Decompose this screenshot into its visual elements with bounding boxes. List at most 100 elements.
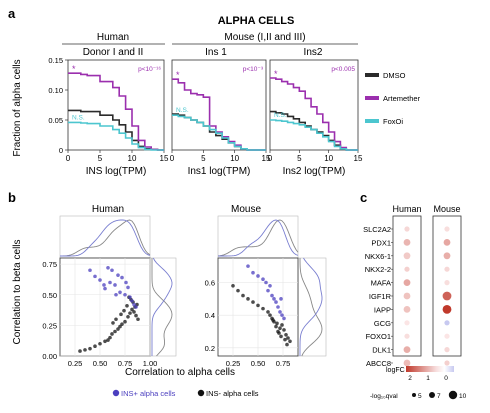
x-tick-label: 1.00	[143, 359, 158, 368]
scatter-point	[110, 332, 114, 336]
scatter-point	[128, 311, 132, 315]
legend-dot-ins-neg	[197, 389, 205, 397]
scatter-point	[278, 326, 282, 331]
dotplot-dot	[444, 333, 450, 339]
scatter-point	[241, 293, 245, 298]
scatter-mouse-title: Mouse	[231, 204, 261, 215]
x-tick-label: 10	[230, 154, 239, 163]
scatter-point	[280, 313, 284, 317]
marginal-density-y	[299, 257, 323, 356]
dotplot-dot	[444, 360, 450, 366]
scatter-point	[284, 332, 288, 337]
gene-label: PDX1	[371, 238, 391, 247]
scatter-point	[282, 328, 286, 332]
scatter-point	[261, 306, 265, 311]
scatter-point	[78, 349, 82, 353]
panel-c-col-mouse: Mouse	[433, 204, 460, 214]
y-tick-label: 0.2	[205, 344, 215, 353]
gene-label: NKX6-1	[365, 252, 391, 261]
line-plot-frame-3	[269, 59, 359, 151]
x-tick-label: 0.75	[118, 359, 133, 368]
scatter-point	[130, 299, 134, 303]
scatter-point	[98, 341, 102, 346]
logfc-tick-1: 2	[408, 375, 412, 382]
subplot-2-header: Ins 1	[205, 47, 227, 58]
scatter-point	[118, 324, 122, 329]
p-value-label: p<0.005	[331, 66, 355, 73]
scatter-point	[88, 346, 92, 351]
size-legend-tick-10: 10	[459, 393, 467, 400]
panel-a-legend: DMSO Artemether FoxOi	[365, 71, 421, 126]
scatter-point	[285, 342, 289, 347]
scatter-point	[98, 278, 102, 282]
panel-b-xlabel: Correlation to alpha cells	[125, 367, 235, 378]
dotplot-dot	[444, 280, 450, 286]
y-tick-label: 0.00	[42, 352, 57, 361]
y-tick-label: 0.25	[42, 321, 57, 330]
series-line-artemether	[68, 72, 164, 151]
scatter-point	[276, 305, 280, 309]
scatter-point	[120, 275, 124, 280]
scatter-point	[124, 280, 128, 285]
scatter-point	[83, 348, 87, 352]
scatter-point	[102, 283, 106, 287]
dotplot-dot	[403, 306, 411, 313]
scatter-point	[118, 290, 122, 295]
marginal-density-x	[218, 219, 299, 257]
gene-label: IAPP	[374, 305, 391, 314]
gene-label: NKX2-2	[365, 265, 391, 274]
scatter-point	[106, 266, 110, 270]
size-legend-tick-5: 5	[418, 393, 422, 400]
panel-c-col-human: Human	[392, 204, 421, 214]
scatter-point	[134, 313, 138, 318]
dotplot-dot	[444, 347, 450, 353]
dotplot-dot	[444, 226, 450, 232]
series-line-foxoi	[172, 114, 266, 151]
legend-swatch-foxoi	[365, 119, 379, 123]
scatter-human-title: Human	[92, 204, 124, 215]
scatter-point	[280, 323, 284, 327]
y-tick-label: 0.6	[205, 279, 215, 288]
logfc-tick-3: 0	[444, 375, 448, 382]
scatter-point	[271, 318, 275, 322]
y-tick-label: 0.4	[205, 311, 215, 320]
legend-dot-ins-pos	[112, 389, 120, 397]
gene-label: ABCC8	[366, 359, 391, 368]
significance-star: *	[176, 70, 180, 80]
marginal-top-frame	[59, 215, 151, 259]
scatter-point	[278, 310, 282, 314]
x-tick-label: 5	[98, 154, 103, 163]
panel-c-dotplot: SLC2A2 PDX1 NKX6-1 NKX2-2 MAFA IGF1R IAPP GCG FO…	[363, 215, 462, 368]
size-legend-label: -log₁₀qval	[370, 393, 398, 400]
x-tick-label: 0.50	[93, 359, 108, 368]
logfc-label: logFC	[386, 367, 405, 374]
panel-b-plots: 0.25 0.50 0.75 1.00 0.00 0.25 0.50 0.75 0.25 0.50…	[42, 215, 327, 368]
series-line-artemether	[172, 78, 266, 151]
x-tick-label: 0	[170, 154, 175, 163]
dotplot-dot	[443, 252, 451, 260]
scatter-point	[113, 329, 117, 334]
x-axis-label-2: Ins1 log(TPM)	[188, 166, 251, 177]
scatter-point	[272, 297, 276, 301]
scatter-point	[256, 274, 260, 278]
dotplot-dot	[403, 252, 411, 260]
scatter-point	[116, 327, 120, 331]
y-tick-label: 0	[59, 146, 63, 155]
legend-swatch-dmso	[365, 73, 379, 77]
x-tick-label: 15	[262, 154, 271, 163]
y-tick-label: 0.75	[42, 260, 57, 269]
scatter-point	[113, 283, 117, 287]
significance-star: *	[274, 69, 278, 79]
scatter-point	[136, 317, 140, 322]
gene-label: DLK1	[372, 346, 391, 355]
scatter-point	[283, 337, 287, 342]
scatter-point	[120, 322, 124, 326]
size-legend-tick-7: 7	[437, 393, 441, 400]
scatter-point	[274, 324, 278, 329]
scatter-point	[106, 338, 110, 342]
scatter-point	[110, 268, 114, 273]
scatter-point	[286, 336, 290, 340]
panel-b-ylabel: Correlation to beta cells	[12, 239, 23, 344]
scatter-point	[123, 292, 127, 297]
panel-a-title: ALPHA CELLS	[218, 15, 295, 27]
